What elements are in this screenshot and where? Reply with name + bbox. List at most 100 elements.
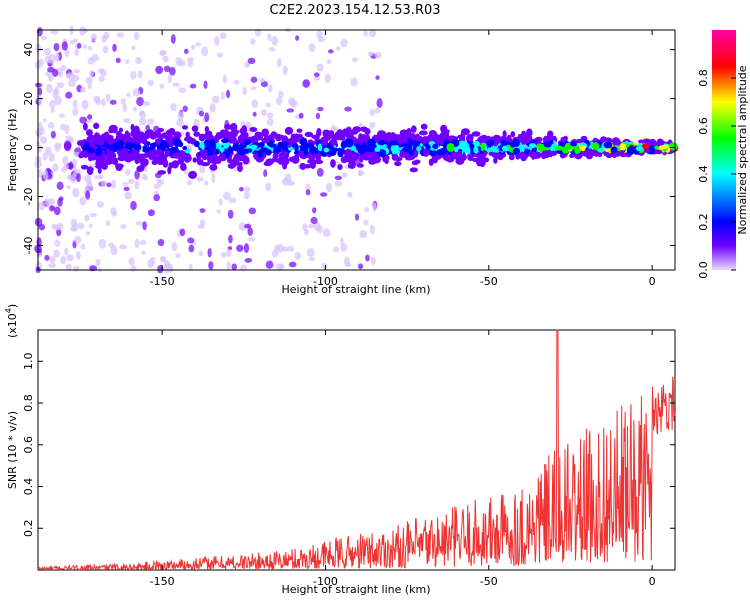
spectrogram-noise-point — [81, 99, 89, 110]
spectrogram-noise-point — [37, 87, 43, 96]
spectrogram-ridge-point — [389, 140, 397, 146]
spectrogram-noise-point — [308, 43, 316, 52]
spectrogram-y-tick-label: 20 — [22, 92, 35, 106]
spectrogram-noise-point — [265, 182, 272, 192]
spectrogram-ridge-point — [509, 141, 517, 148]
spectrogram-noise-point — [56, 81, 65, 89]
spectrogram-ridge-point — [403, 137, 408, 144]
spectrogram-noise-point — [310, 216, 318, 225]
spectrogram-ridge-point — [142, 148, 150, 153]
spectrogram-ridge-point — [635, 146, 643, 152]
spectrogram-noise-point — [250, 76, 258, 83]
spectrogram-noise-point — [98, 174, 104, 180]
spectrogram-ridge-point — [314, 159, 324, 165]
spectrogram-noise-point — [363, 30, 368, 37]
spectrogram-ridge-point — [508, 153, 515, 161]
spectrogram-ridge-point — [292, 134, 301, 139]
spectrogram-ridge-point — [436, 149, 442, 156]
spectrogram-ridge-point — [410, 125, 417, 133]
spectrogram-ridge-point — [114, 163, 124, 169]
spectrogram-noise-point — [370, 256, 376, 266]
spectrogram-noise-point — [312, 207, 317, 214]
spectrogram-noise-point — [49, 255, 56, 264]
spectrogram-ridge-point — [327, 130, 335, 137]
spectrogram-noise-point — [334, 175, 342, 181]
spectrogram-noise-point — [116, 32, 125, 38]
spectrogram-noise-point — [37, 168, 43, 178]
spectrogram-ridge-point — [282, 161, 288, 170]
spectrogram-noise-point — [42, 152, 48, 161]
spectrogram-noise-point — [82, 27, 88, 34]
spectrogram-ridge-point — [173, 152, 181, 159]
spectrogram-noise-point — [219, 32, 227, 40]
spectrogram-ridge-point — [487, 147, 492, 153]
spectrogram-noise-point — [350, 77, 358, 87]
spectrogram-noise-point — [48, 53, 56, 64]
spectrogram-noise-point — [122, 182, 129, 187]
spectrogram-noise-point — [34, 82, 43, 88]
spectrogram-noise-point — [85, 190, 91, 200]
spectrogram-ridge-point — [320, 138, 329, 145]
spectrogram-noise-point — [340, 38, 348, 48]
spectrogram-ridge-point — [656, 138, 665, 148]
spectrogram-ridge-point — [480, 142, 486, 152]
spectrogram-noise-point — [130, 200, 137, 211]
spectrogram-ridge-point — [612, 139, 622, 146]
spectrogram-ridge-point — [224, 123, 232, 130]
spectrogram-noise-point — [238, 222, 247, 231]
spectrogram-ridge-point — [420, 123, 428, 130]
spectrogram-noise-point — [250, 86, 257, 91]
spectrogram-noise-point — [96, 201, 104, 208]
spectrogram-ridge-point — [428, 149, 437, 156]
spectrogram-noise-point — [69, 40, 76, 45]
spectrogram-ridge-point — [207, 149, 213, 157]
spectrogram-noise-point — [50, 107, 55, 113]
spectrogram-noise-point — [369, 224, 375, 235]
spectrogram-ridge-point — [282, 141, 289, 147]
spectrogram-noise-point — [65, 91, 73, 99]
spectrogram-noise-point — [163, 263, 171, 274]
spectrogram-ridge-point — [418, 130, 428, 136]
spectrogram-noise-point — [139, 110, 145, 116]
spectrogram-noise-point — [282, 65, 288, 76]
spectrogram-noise-point — [39, 136, 48, 144]
spectrogram-noise-point — [231, 263, 238, 271]
spectrogram-noise-point — [76, 172, 81, 183]
spectrogram-ridge-point — [334, 131, 340, 141]
spectrogram-noise-point — [278, 90, 284, 99]
spectrogram-noise-point — [286, 108, 295, 113]
spectrogram-ridge-point — [155, 138, 161, 146]
spectrogram-ridge-point — [117, 151, 124, 158]
spectrogram-ridge-point — [468, 154, 474, 160]
colorbar-tick-label: 0.2 — [697, 213, 710, 231]
spectrogram-noise-point — [70, 225, 77, 232]
spectrogram-noise-point — [225, 89, 231, 99]
spectrogram-ridge-point — [536, 143, 544, 150]
snr-x-ticks: -150 -100 -50 0 — [150, 330, 656, 588]
spectrogram-ridge-point — [654, 149, 663, 155]
spectrogram-heatmap — [34, 25, 679, 274]
spectrogram-noise-point — [73, 265, 80, 272]
spectrogram-ridge-point — [479, 159, 486, 168]
spectrogram-noise-point — [178, 87, 187, 93]
spectrogram-ridge-point — [106, 137, 115, 145]
spectrogram-ridge-point — [184, 135, 193, 142]
snr-scale-exponent: 4 — [4, 308, 13, 313]
spectrogram-noise-point — [324, 73, 331, 84]
spectrogram-noise-point — [187, 60, 194, 68]
spectrogram-noise-point — [175, 252, 181, 259]
spectrogram-ridge-point — [164, 143, 170, 148]
spectrogram-ridge-point — [209, 164, 218, 171]
spectrogram-ridge-point — [647, 145, 656, 155]
spectrogram-noise-point — [55, 52, 60, 63]
spectrogram-ridge-point — [255, 136, 262, 141]
spectrogram-ridge-point — [610, 146, 618, 153]
spectrogram-x-tick-label: -150 — [150, 275, 175, 288]
spectrogram-ridge-point — [399, 129, 409, 136]
spectrogram-noise-point — [138, 118, 147, 126]
spectrogram-ridge-point — [87, 147, 94, 152]
spectrogram-ridge-point — [352, 156, 358, 162]
spectrogram-noise-point — [209, 103, 216, 113]
spectrogram-noise-point — [199, 208, 206, 213]
spectrogram-ridge-point — [458, 155, 466, 162]
